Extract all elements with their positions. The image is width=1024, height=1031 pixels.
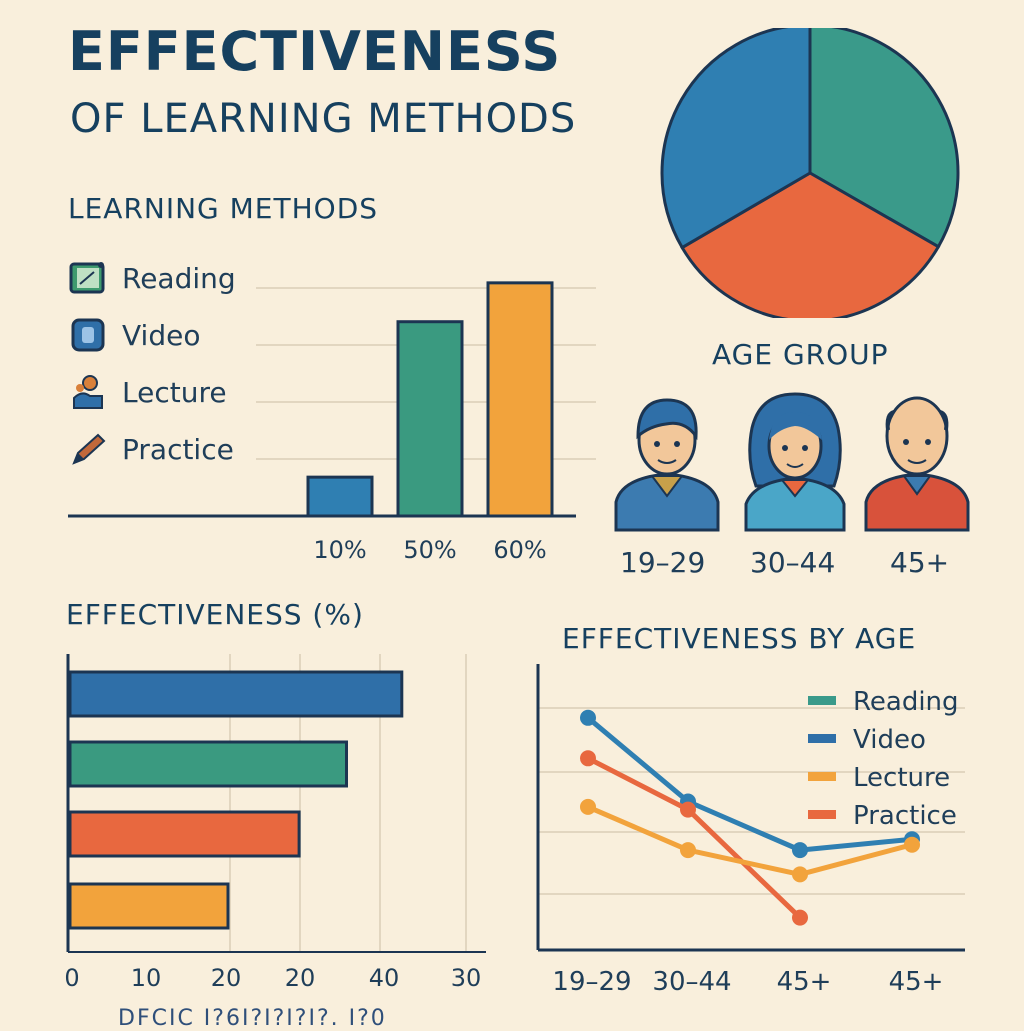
line-chart-legend: Reading Video Lecture Practice: [808, 687, 959, 831]
method-label: Reading: [122, 261, 236, 295]
pie-slice: [680, 171, 941, 318]
hbar-chart-title: EFFECTIVENESS (%): [66, 598, 364, 631]
bar-label: 60%: [493, 536, 546, 564]
line-chart-x-labels: 19–29 30–44 45+ 45+: [552, 967, 943, 997]
line-point: [792, 866, 808, 883]
hbar-bars: [68, 670, 404, 930]
line-point: [792, 909, 808, 926]
line-point: [580, 750, 596, 767]
hbar-tick-label: 20: [285, 964, 316, 992]
hbar-tick-label: 0: [64, 964, 79, 992]
line-point: [904, 836, 920, 853]
bar-label: 10%: [313, 536, 366, 564]
hbar-bar: [68, 882, 230, 930]
legend-swatch: [808, 772, 836, 781]
pie-slice: [808, 28, 960, 249]
legend-swatch: [808, 810, 836, 819]
pie-slice: [660, 28, 812, 250]
line-x-label: 30–44: [652, 967, 731, 997]
woman-avatar-icon: [744, 392, 846, 532]
line-point: [580, 798, 596, 815]
bar: [306, 475, 374, 518]
page-subtitle: OF LEARNING METHODS: [70, 96, 577, 142]
pie-slices: [660, 28, 960, 318]
legend-label: Reading: [853, 687, 959, 717]
bar-label: 50%: [403, 536, 456, 564]
page-title: EFFECTIVENESS: [68, 20, 562, 83]
line-series-video: [586, 715, 913, 853]
method-item-lecture: Lecture: [68, 372, 227, 412]
hbar-tick-label: 10: [131, 964, 162, 992]
hbar-tick-label: 30: [451, 964, 482, 992]
hbar-tick-label: 40: [369, 964, 400, 992]
hbar-tick-label: 20: [211, 964, 242, 992]
line-chart-series: [580, 709, 920, 926]
video-icon: [68, 315, 108, 355]
method-label: Practice: [122, 432, 234, 466]
method-item-practice: Practice: [68, 429, 234, 469]
effectiveness-hbar-chart: 0 10 20 20 40 30: [64, 654, 486, 992]
legend-swatch: [808, 696, 836, 705]
line-point: [792, 842, 808, 859]
method-item-video: Video: [68, 315, 200, 355]
learning-methods-heading: LEARNING METHODS: [68, 192, 379, 225]
age-group-heading: AGE GROUP: [712, 338, 889, 371]
legend-swatch: [808, 734, 836, 743]
legend-label: Lecture: [853, 763, 950, 793]
age-label-45-plus: 45+: [890, 546, 950, 579]
bar: [396, 320, 464, 518]
method-label: Video: [122, 318, 201, 352]
age-pie-chart: [660, 28, 960, 318]
line-point: [580, 709, 596, 726]
bar-chart-labels: 10% 50% 60%: [313, 536, 546, 564]
footer-caption: DFCIC I?6I?I?I?I?. I?0: [118, 1006, 387, 1031]
line-point: [680, 842, 696, 859]
line-x-label: 45+: [777, 967, 832, 997]
line-series-lecture: [587, 804, 913, 877]
hbar-tick-labels: 0 10 20 20 40 30: [64, 964, 481, 992]
hbar-bar: [68, 740, 348, 788]
method-label: Lecture: [122, 375, 227, 409]
hbar-bar: [68, 810, 301, 858]
line-x-label: 19–29: [552, 967, 631, 997]
method-item-reading: Reading: [68, 258, 236, 298]
legend-label: Video: [853, 725, 926, 755]
effectiveness-by-age-line-chart: Reading Video Lecture Practice 19–29 30–44 45…: [536, 664, 965, 997]
bar-chart-bars: [306, 281, 554, 518]
line-chart-gridlines: [538, 707, 965, 895]
age-label-19-29: 19–29: [620, 546, 706, 579]
line-point: [680, 801, 696, 818]
line-chart-title: EFFECTIVENESS BY AGE: [562, 622, 917, 655]
hbar-bar: [68, 670, 404, 718]
lecturer-icon: [68, 372, 108, 412]
older-man-avatar-icon: [864, 396, 970, 532]
line-x-label: 45+: [889, 967, 944, 997]
legend-label: Practice: [853, 801, 957, 831]
methods-bar-chart: 10% 50% 60%: [68, 281, 596, 564]
age-label-30-44: 30–44: [750, 546, 836, 579]
bar: [486, 281, 554, 518]
book-icon: [68, 258, 108, 298]
young-man-avatar-icon: [614, 398, 720, 532]
pencil-icon: [68, 429, 108, 469]
